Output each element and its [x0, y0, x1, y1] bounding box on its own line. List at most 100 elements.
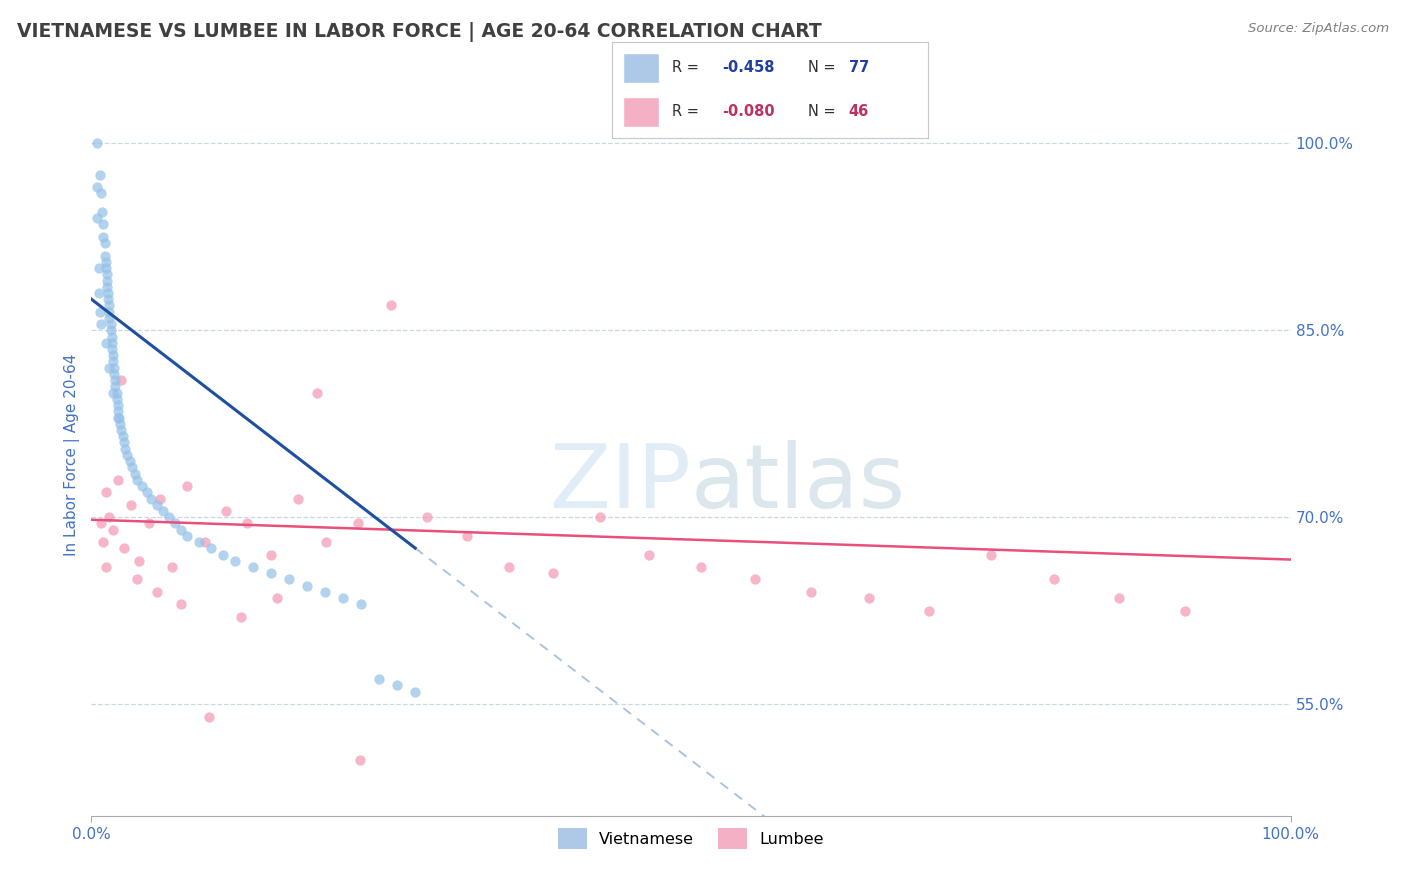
- Point: [112, 541, 135, 556]
- Point: [96, 279, 118, 293]
- Point: [96, 273, 118, 287]
- Y-axis label: In Labor Force | Age 20-64: In Labor Force | Age 20-64: [65, 354, 80, 556]
- Point: [188, 535, 211, 549]
- Point: [107, 398, 129, 412]
- Point: [404, 684, 426, 698]
- Point: [332, 591, 354, 606]
- Point: [110, 423, 132, 437]
- Point: [917, 604, 939, 618]
- Text: -0.458: -0.458: [723, 61, 775, 76]
- Text: ZIP: ZIP: [550, 441, 690, 527]
- Point: [200, 541, 222, 556]
- Point: [100, 323, 122, 337]
- Point: [90, 516, 112, 531]
- Point: [146, 498, 169, 512]
- Point: [87, 261, 110, 276]
- Point: [124, 467, 146, 481]
- Point: [128, 554, 150, 568]
- Point: [416, 510, 439, 524]
- Point: [689, 560, 711, 574]
- Point: [157, 510, 180, 524]
- Point: [103, 360, 125, 375]
- Point: [101, 523, 124, 537]
- Point: [98, 304, 121, 318]
- Point: [176, 479, 198, 493]
- Point: [224, 554, 246, 568]
- Text: VIETNAMESE VS LUMBEE IN LABOR FORCE | AGE 20-64 CORRELATION CHART: VIETNAMESE VS LUMBEE IN LABOR FORCE | AG…: [17, 22, 821, 42]
- Point: [114, 442, 136, 456]
- Point: [125, 473, 148, 487]
- Point: [315, 535, 337, 549]
- Point: [242, 560, 264, 574]
- Point: [744, 573, 766, 587]
- Point: [87, 285, 110, 300]
- Point: [107, 473, 129, 487]
- Point: [387, 678, 409, 692]
- Point: [98, 360, 121, 375]
- Point: [97, 292, 120, 306]
- Point: [297, 579, 319, 593]
- Point: [131, 479, 153, 493]
- Point: [141, 491, 163, 506]
- Point: [260, 548, 283, 562]
- Point: [236, 516, 259, 531]
- Point: [101, 342, 124, 356]
- Point: [104, 373, 127, 387]
- Text: R =: R =: [672, 103, 703, 119]
- Text: Source: ZipAtlas.com: Source: ZipAtlas.com: [1249, 22, 1389, 36]
- Point: [89, 304, 111, 318]
- Point: [121, 460, 143, 475]
- Point: [93, 249, 115, 263]
- Bar: [624, 54, 659, 83]
- Point: [104, 379, 127, 393]
- Point: [94, 335, 117, 350]
- Text: N =: N =: [808, 61, 839, 76]
- Text: atlas: atlas: [690, 441, 907, 527]
- Point: [94, 485, 117, 500]
- Point: [1108, 591, 1130, 606]
- Point: [105, 392, 128, 406]
- Point: [93, 236, 115, 251]
- Point: [86, 211, 108, 226]
- Point: [93, 535, 115, 549]
- Point: [350, 598, 373, 612]
- Bar: [624, 98, 659, 127]
- Point: [231, 610, 253, 624]
- Point: [101, 354, 124, 368]
- Point: [638, 548, 661, 562]
- Point: [349, 753, 371, 767]
- Point: [260, 566, 283, 581]
- Point: [100, 317, 122, 331]
- Point: [1174, 604, 1197, 618]
- Point: [456, 529, 478, 543]
- Point: [135, 485, 157, 500]
- Point: [165, 516, 187, 531]
- Point: [101, 385, 124, 400]
- Point: [101, 329, 124, 343]
- Point: [589, 510, 612, 524]
- Point: [86, 136, 108, 151]
- Point: [125, 573, 148, 587]
- Point: [120, 498, 142, 512]
- Point: [149, 491, 172, 506]
- Point: [112, 435, 135, 450]
- Point: [110, 373, 132, 387]
- Point: [107, 404, 129, 418]
- Point: [98, 510, 121, 524]
- Point: [117, 448, 139, 462]
- Point: [215, 504, 238, 518]
- Point: [346, 516, 368, 531]
- Point: [101, 335, 124, 350]
- Point: [380, 298, 402, 312]
- Point: [107, 410, 129, 425]
- Point: [96, 268, 118, 282]
- Point: [194, 535, 217, 549]
- Text: 77: 77: [849, 61, 869, 76]
- Point: [94, 255, 117, 269]
- Point: [305, 385, 328, 400]
- Point: [152, 504, 174, 518]
- Point: [94, 261, 117, 276]
- Point: [800, 585, 823, 599]
- Point: [980, 548, 1002, 562]
- Text: -0.080: -0.080: [723, 103, 775, 119]
